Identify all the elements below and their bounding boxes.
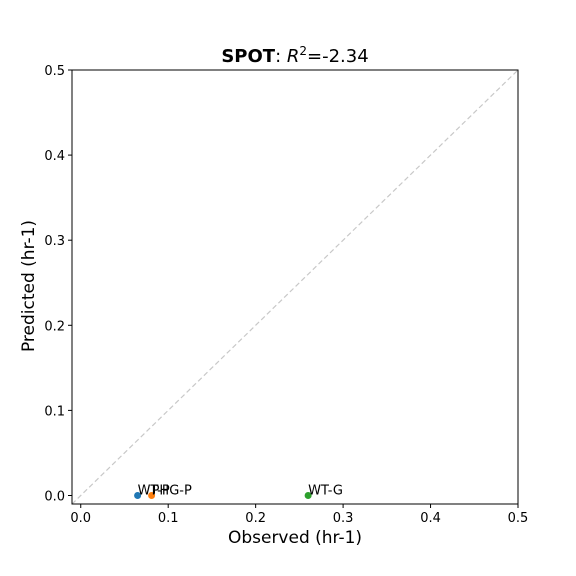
y-tick-label: 0.1 <box>44 404 65 419</box>
chart-title-exponent: 2 <box>299 44 307 58</box>
x-tick-label: 0.2 <box>245 511 266 526</box>
plot-area: 0.0 0.1 0.2 0.3 0.4 0.5 0.0 0.1 0.2 0.3 0.4 0.5 WT-P… <box>44 64 528 526</box>
y-tick-label: 0.5 <box>44 64 65 79</box>
data-point <box>134 491 142 499</box>
x-tick-label: 0.0 <box>70 511 91 526</box>
y-tick-label: 0.4 <box>44 149 65 164</box>
y-axis-label: Predicted (hr-1) <box>19 220 39 352</box>
data-point-label: WT-P <box>138 483 170 498</box>
chart-title-prefix: : <box>275 46 287 67</box>
chart-title-value: =-2.34 <box>307 46 369 67</box>
identity-line <box>71 69 519 505</box>
x-tick-label: 0.5 <box>508 511 529 526</box>
data-point-label: WT-G <box>308 483 343 498</box>
data-point-label: PHG-P <box>152 483 192 498</box>
x-axis-label: Observed (hr-1) <box>228 528 362 548</box>
chart-title-model: SPOT <box>221 46 275 67</box>
x-tick-label: 0.3 <box>333 511 354 526</box>
chart-title-symbol: R <box>287 46 300 67</box>
axes-frame <box>71 69 519 505</box>
x-tick-label: 0.1 <box>158 511 179 526</box>
y-tick-label: 0.2 <box>44 319 65 334</box>
x-tick-label: 0.4 <box>420 511 441 526</box>
y-tick-label: 0.3 <box>44 234 65 249</box>
data-point <box>148 491 156 499</box>
data-point <box>304 491 312 499</box>
chart-title: SPOT: R2=-2.34 <box>221 44 368 67</box>
y-tick-label: 0.0 <box>44 489 65 504</box>
